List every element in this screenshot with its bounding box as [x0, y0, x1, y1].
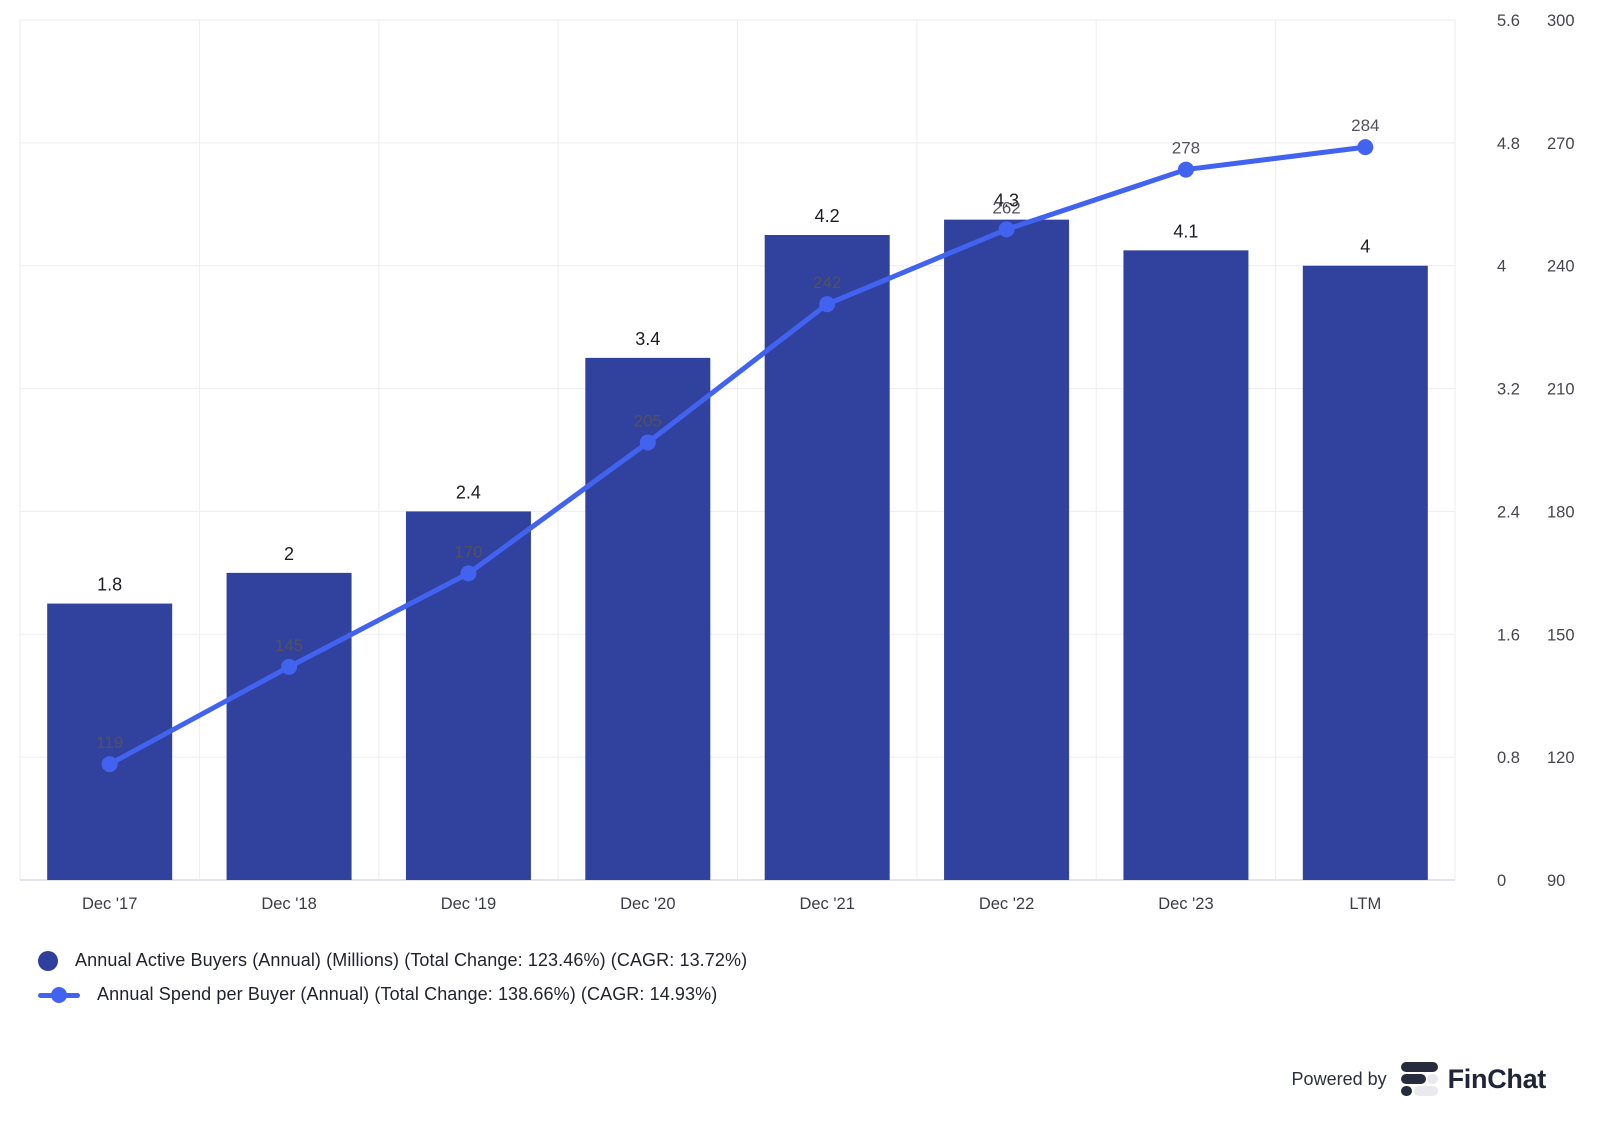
- bar-axis-tick-label: 2.4: [1497, 503, 1520, 521]
- line-value-label: 170: [454, 542, 482, 561]
- line-point-LTM[interactable]: [1357, 139, 1374, 156]
- footer-attribution: Powered by FinChat: [1292, 1056, 1546, 1102]
- powered-by-text: Powered by: [1291, 1068, 1387, 1089]
- x-axis-label: Dec '20: [620, 895, 675, 913]
- bar-value-label: 4.2: [815, 206, 840, 226]
- finchat-logo-icon: [1400, 1061, 1438, 1097]
- line-point-Dec '20[interactable]: [639, 434, 656, 451]
- line-point-Dec '21[interactable]: [819, 296, 836, 313]
- line-series-marker-icon: [38, 985, 80, 1005]
- x-axis-label: LTM: [1349, 895, 1381, 913]
- line-axis-tick-label: 90: [1547, 872, 1565, 890]
- bar-value-label: 3.4: [635, 329, 660, 349]
- line-point-Dec '19[interactable]: [460, 565, 477, 582]
- line-point-Dec '23[interactable]: [1177, 161, 1194, 178]
- line-value-label: 242: [813, 273, 841, 292]
- bar-value-label: 4: [1360, 237, 1370, 257]
- legend-label-active-buyers: Annual Active Buyers (Annual) (Millions)…: [75, 950, 748, 970]
- line-value-label: 205: [634, 412, 662, 431]
- bar-Dec '22[interactable]: [944, 219, 1070, 881]
- bar-Dec '21[interactable]: [764, 235, 890, 880]
- line-value-label: 278: [1172, 139, 1200, 158]
- x-axis-label: Dec '23: [1158, 895, 1213, 913]
- line-value-label: 262: [992, 198, 1020, 217]
- x-axis-label: Dec '21: [799, 895, 854, 913]
- line-axis-tick-label: 210: [1547, 381, 1575, 399]
- bar-value-label: 4.1: [1173, 221, 1198, 241]
- line-point-Dec '17[interactable]: [101, 756, 118, 773]
- bar-axis-tick-label: 0.8: [1497, 749, 1520, 767]
- bar-series-marker-icon: [38, 950, 58, 971]
- bar-value-label: 2.4: [456, 482, 481, 502]
- bar-axis-tick-label: 0: [1497, 872, 1506, 890]
- bar-value-label: 2: [284, 544, 294, 564]
- line-axis-tick-label: 120: [1547, 749, 1575, 767]
- x-axis-label: Dec '22: [979, 895, 1034, 913]
- x-axis-label: Dec '19: [441, 895, 496, 913]
- line-axis-tick-label: 240: [1547, 258, 1575, 276]
- legend-label-spend-per-buyer: Annual Spend per Buyer (Annual) (Total C…: [97, 984, 718, 1004]
- line-axis-tick-label: 150: [1547, 626, 1575, 644]
- bar-LTM[interactable]: [1302, 265, 1428, 880]
- bar-value-label: 1.8: [97, 575, 122, 595]
- line-axis-tick-label: 300: [1547, 12, 1575, 30]
- bar-axis-tick-label: 5.6: [1497, 12, 1520, 30]
- legend-item-spend-per-buyer[interactable]: Annual Spend per Buyer (Annual) (Total C…: [38, 984, 747, 1005]
- x-axis-label: Dec '18: [261, 895, 316, 913]
- bar-value-label: 4.3: [994, 191, 1019, 211]
- line-point-Dec '22[interactable]: [998, 221, 1015, 238]
- x-axis-label: Dec '17: [82, 895, 137, 913]
- combo-chart: 1.8 2 2.4 3.4 4.2 4.3 4.1 4 119 145 170 205 242 262 27…: [19, 12, 1575, 913]
- line-value-label: 284: [1351, 116, 1379, 135]
- line-axis-tick-label: 270: [1547, 135, 1575, 153]
- bar-Dec '18[interactable]: [226, 572, 352, 880]
- line-value-label: 119: [96, 733, 123, 752]
- line-value-label: 145: [275, 636, 303, 655]
- bar-axis-tick-label: 4.8: [1497, 135, 1520, 153]
- line-axis-tick-label: 180: [1547, 503, 1575, 521]
- legend-item-active-buyers[interactable]: Annual Active Buyers (Annual) (Millions)…: [38, 950, 747, 971]
- bar-axis-tick-label: 3.2: [1497, 381, 1520, 399]
- bar-axis-tick-label: 4: [1497, 258, 1506, 276]
- line-point-Dec '18[interactable]: [281, 658, 298, 675]
- bar-axis-tick-label: 1.6: [1497, 626, 1520, 644]
- finchat-wordmark: FinChat: [1447, 1063, 1547, 1094]
- spend-line: [107, 144, 1368, 767]
- legend: Annual Active Buyers (Annual) (Millions)…: [38, 950, 747, 1005]
- bar-Dec '23[interactable]: [1123, 250, 1249, 880]
